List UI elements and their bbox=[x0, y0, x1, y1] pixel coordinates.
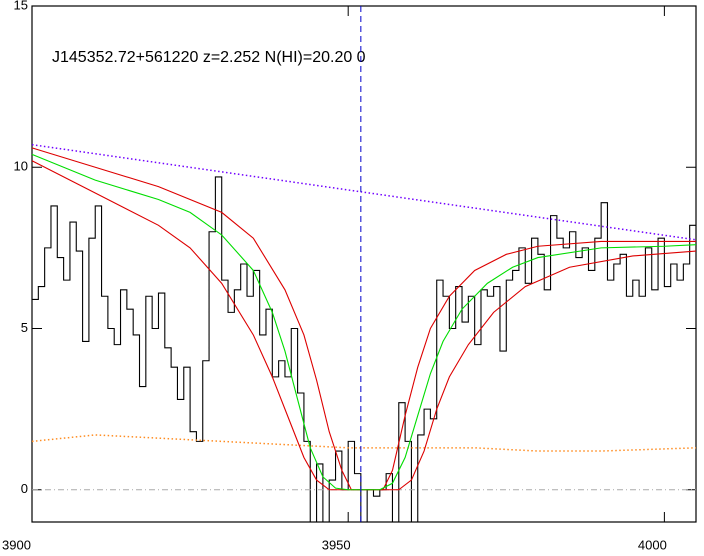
y-tick-label: 5 bbox=[21, 320, 28, 335]
spectrum-line bbox=[31, 143, 697, 241]
spectrum-line bbox=[31, 153, 697, 491]
plot-frame bbox=[31, 5, 697, 523]
spectrum-line bbox=[32, 176, 696, 523]
spectrum-line bbox=[31, 160, 697, 491]
y-tick-label: 15 bbox=[14, 0, 28, 12]
spectrum-line bbox=[31, 434, 697, 452]
y-tick-label: 0 bbox=[21, 481, 28, 496]
spectrum-line bbox=[31, 147, 696, 491]
y-tick-label: 10 bbox=[14, 159, 28, 174]
x-tick-label: 3900 bbox=[2, 537, 31, 552]
x-tick-label: 4000 bbox=[638, 537, 667, 552]
x-tick-label: 3950 bbox=[322, 537, 351, 552]
annotation: J145352.72+561220 z=2.252 N(HI)=20.20 0 bbox=[52, 49, 366, 66]
